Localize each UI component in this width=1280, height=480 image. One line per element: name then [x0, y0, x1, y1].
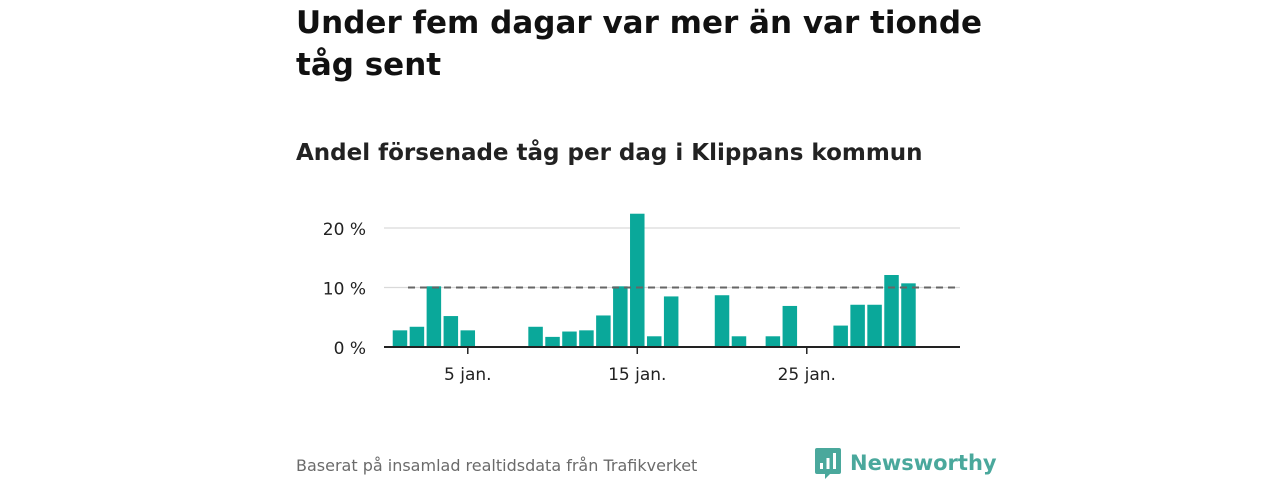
x-tick-label: 5 jan. [444, 365, 492, 385]
bar [646, 336, 662, 347]
newsworthy-logo[interactable]: Newsworthy [814, 446, 997, 480]
bar [884, 275, 899, 347]
bars [392, 213, 916, 347]
source-note: Baserat på insamlad realtidsdata från Tr… [296, 456, 698, 475]
bar [562, 331, 577, 347]
y-axis-ticks: 0 % 10 % 20 % [323, 220, 366, 359]
bar [630, 213, 645, 347]
bar [901, 283, 916, 347]
bar [426, 286, 442, 347]
chart-title: Under fem dagar var mer än var tionde tå… [296, 5, 983, 83]
x-tick-label: 15 jan. [608, 365, 666, 385]
bar [545, 336, 560, 347]
bar [528, 326, 543, 347]
bar [596, 315, 611, 347]
bar [714, 295, 730, 347]
bar [613, 286, 628, 347]
bar [731, 336, 747, 347]
bar [867, 304, 882, 347]
bar [443, 316, 459, 347]
x-tick-label: 25 jan. [778, 365, 836, 385]
bar [833, 325, 848, 347]
y-tick-label: 10 % [323, 280, 366, 300]
bar [663, 296, 679, 347]
bar [782, 305, 798, 347]
newsworthy-logo-icon [815, 448, 841, 479]
chart-subtitle: Andel försenade tåg per dag i Klippans k… [296, 140, 923, 166]
y-tick-label: 20 % [323, 220, 366, 240]
brand-name: Newsworthy [850, 451, 997, 475]
bar-chart: 5 jan. 15 jan. 25 jan. 0 % 10 % 20 % [323, 213, 960, 385]
bar [392, 330, 408, 347]
gridlines [384, 227, 960, 289]
x-axis-ticks: 5 jan. 15 jan. 25 jan. [444, 347, 836, 385]
bar [460, 330, 476, 347]
bar [409, 326, 425, 347]
y-tick-label: 0 % [334, 339, 366, 359]
bar [765, 336, 781, 347]
bar [579, 330, 594, 347]
bar [850, 304, 865, 347]
